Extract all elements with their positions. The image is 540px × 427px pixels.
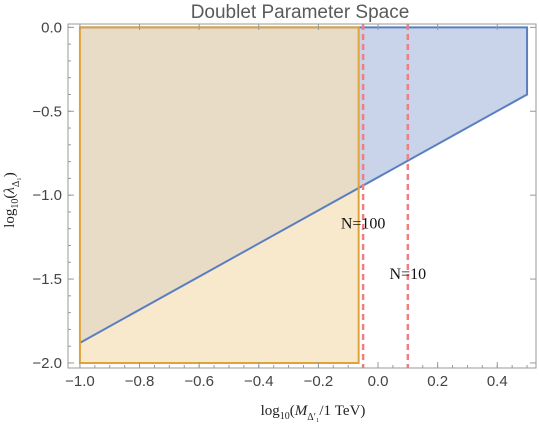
- y-tick-label: 0.0: [41, 19, 62, 36]
- plot-area: N=100 N=10: [78, 24, 529, 368]
- x-tick-label: −1.0: [65, 373, 95, 390]
- y-tick-label: −1.5: [32, 271, 62, 288]
- annotation-2: N=10: [390, 266, 427, 283]
- chart-title: Doublet Parameter Space: [191, 2, 410, 23]
- y-axis-label: log10(λΔ₁): [2, 172, 22, 228]
- x-tick-label: 0.4: [487, 373, 508, 390]
- y-tick-label: −2.0: [32, 355, 62, 372]
- x-tick-label: −0.4: [244, 373, 274, 390]
- y-tick-label: −1.0: [32, 187, 62, 204]
- plot-frame: [67, 23, 537, 369]
- x-tick-label: 0.2: [427, 373, 448, 390]
- x-tick-label: −0.6: [184, 373, 214, 390]
- axes: −1.0 −0.8 −0.6 −0.4 −0.2 0.0 0.2 0.4 0.0 −0.5 −1.0…: [32, 19, 537, 390]
- x-tick-label: −0.8: [125, 373, 155, 390]
- x-axis-label: log10(MΔ′₁/1 TeV): [261, 403, 366, 423]
- region-orange: [79, 27, 359, 363]
- annotation-1: N=100: [341, 216, 386, 233]
- x-tick-label: −0.2: [304, 373, 334, 390]
- x-tick-label: 0.0: [368, 373, 389, 390]
- region-orange-boundary: [78, 26, 360, 364]
- y-tick-label: −0.5: [32, 103, 62, 120]
